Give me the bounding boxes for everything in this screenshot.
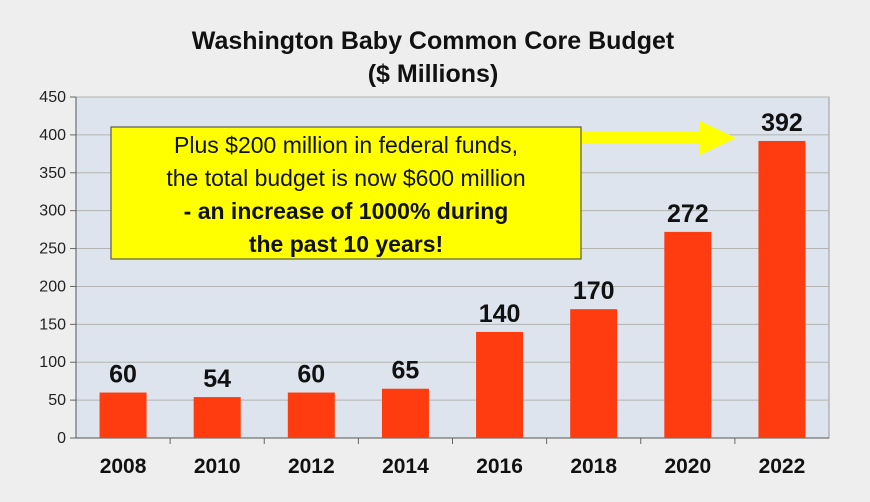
- annotation-line: the past 10 years!: [249, 231, 443, 257]
- data-label: 54: [203, 365, 231, 393]
- data-label: 60: [109, 361, 137, 389]
- bar: [476, 331, 524, 438]
- data-label: 65: [392, 357, 420, 385]
- annotation-box: [110, 126, 582, 260]
- x-tick-label: 2010: [194, 455, 241, 478]
- y-tick-label: 250: [39, 241, 66, 258]
- bar: [287, 392, 335, 438]
- x-tick-label: 2014: [382, 455, 429, 478]
- chart-title: Washington Baby Common Core Budget: [192, 27, 675, 55]
- annotation-line: the total budget is now $600 million: [166, 165, 525, 191]
- y-tick-label: 300: [39, 203, 66, 220]
- data-label: 60: [297, 361, 325, 389]
- x-tick-label: 2018: [570, 455, 617, 478]
- chart-subtitle: ($ Millions): [368, 60, 499, 88]
- y-tick-label: 400: [39, 127, 66, 144]
- annotation-line: Plus $200 million in federal funds,: [174, 132, 518, 158]
- y-tick-label: 150: [39, 316, 66, 333]
- data-label: 140: [479, 300, 521, 328]
- data-label: 170: [573, 277, 615, 305]
- bar: [664, 231, 712, 438]
- x-tick-label: 2016: [476, 455, 523, 478]
- bar: [193, 397, 241, 438]
- y-tick-label: 350: [39, 165, 66, 182]
- x-tick-label: 2008: [100, 455, 147, 478]
- x-tick-label: 2012: [288, 455, 335, 478]
- y-tick-label: 200: [39, 278, 66, 295]
- y-tick-label: 0: [57, 430, 66, 447]
- x-tick-label: 2020: [664, 455, 711, 478]
- y-tick-label: 50: [48, 392, 66, 409]
- bar: [758, 140, 806, 438]
- data-label: 392: [761, 109, 803, 137]
- x-tick-label: 2022: [759, 455, 806, 478]
- annotation-line: - an increase of 1000% during: [184, 198, 509, 224]
- annotation-arrow: [575, 121, 736, 155]
- bar: [381, 388, 429, 438]
- data-label: 272: [667, 200, 709, 228]
- bar: [570, 309, 618, 438]
- y-tick-label: 100: [39, 354, 66, 371]
- y-tick-label: 450: [39, 89, 66, 106]
- bar: [99, 392, 147, 438]
